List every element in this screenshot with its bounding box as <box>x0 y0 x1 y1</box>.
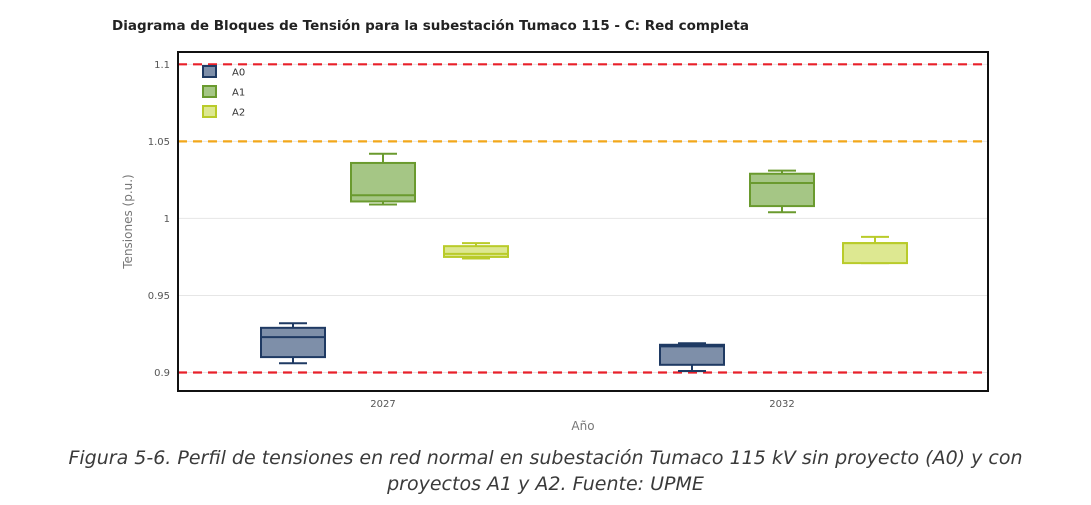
box-a0-2027 <box>260 322 326 365</box>
legend-label-a0: A0 <box>232 68 245 79</box>
box-plot-chart: 0.9 0.95 1 1.05 1.1 2027 2032 Tensiones (p.u.… <box>121 51 989 433</box>
box-a0-2032 <box>659 342 725 372</box>
y-tick-label: 1.05 <box>148 137 170 148</box>
y-axis-label: Tensiones (p.u.) <box>121 174 135 269</box>
y-tick-label: 1 <box>164 214 170 225</box>
grid-lines <box>178 63 988 374</box>
box-iqr <box>749 172 815 208</box>
legend-swatch-a0 <box>202 65 217 78</box>
legend: A0 A1 A2 <box>202 65 245 119</box>
x-tick-label: 2032 <box>769 399 794 410</box>
box-a1-2032 <box>749 169 815 214</box>
box-a2-2032 <box>842 235 908 265</box>
y-tick-label: 0.9 <box>154 368 170 379</box>
figure-caption: Figura 5-6. Perfil de tensiones en red n… <box>0 445 1091 497</box>
box-a1-2027 <box>350 152 416 206</box>
box-iqr <box>443 245 509 258</box>
legend-swatch-a2 <box>202 105 217 118</box>
box-series <box>260 152 908 372</box>
caption-line-1: Figura 5-6. Perfil de tensiones en red n… <box>68 447 1023 469</box>
x-axis-label: Año <box>571 419 594 433</box>
y-axis-ticks: 0.9 0.95 1 1.05 1.1 <box>148 60 170 379</box>
box-iqr <box>260 326 326 359</box>
x-tick-label: 2027 <box>370 399 395 410</box>
box-a2-2027 <box>443 242 509 260</box>
legend-label-a1: A1 <box>232 88 245 99</box>
reference-lines <box>178 63 988 374</box>
plot-frame <box>177 51 989 392</box>
x-axis-ticks: 2027 2032 <box>370 399 794 410</box>
legend-swatch-a1 <box>202 85 217 98</box>
y-tick-label: 0.95 <box>148 291 170 302</box>
caption-line-2: proyectos A1 y A2. Fuente: UPME <box>387 473 704 495</box>
box-iqr <box>842 242 908 265</box>
y-tick-label: 1.1 <box>154 60 170 71</box>
chart-title: Diagrama de Bloques de Tensión para la s… <box>112 18 749 34</box>
legend-label-a2: A2 <box>232 108 245 119</box>
box-iqr <box>659 343 725 366</box>
